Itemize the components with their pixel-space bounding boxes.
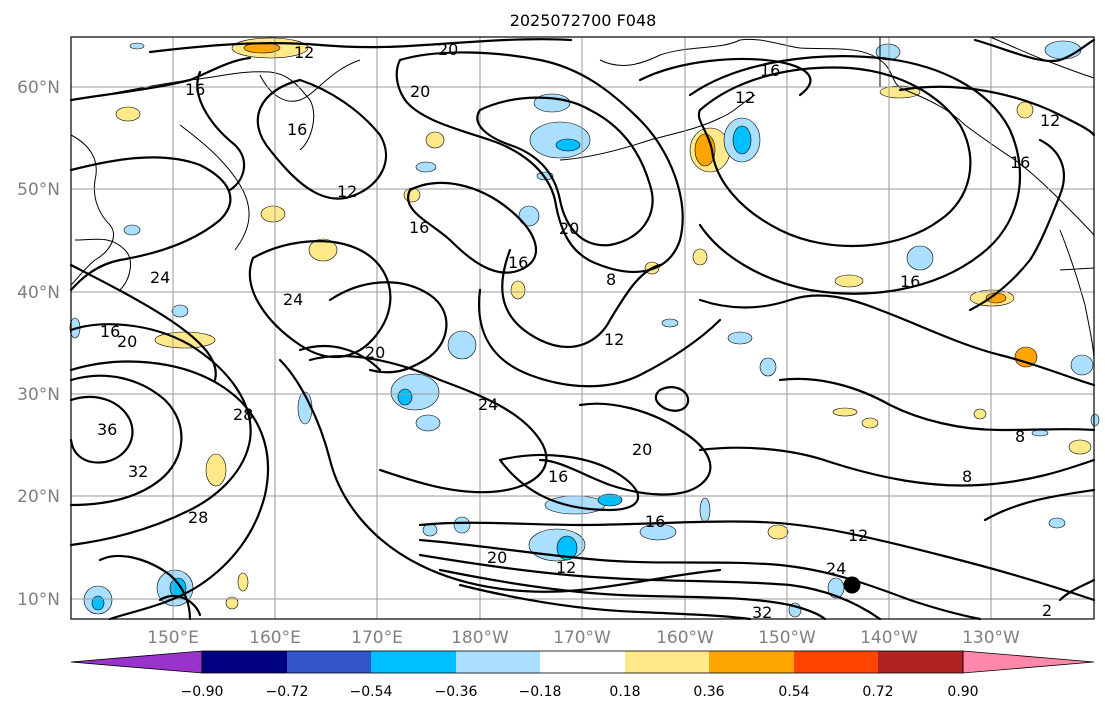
contour-label: 20 [410, 82, 430, 101]
colorbar-tick: −0.54 [350, 684, 393, 700]
colorbar-tick: 0.18 [609, 684, 640, 700]
contour-label: 8 [1015, 427, 1025, 446]
colorbar-bin [456, 651, 540, 673]
lon-label: 180°W [451, 628, 509, 648]
contour-label: 20 [117, 332, 137, 351]
lon-label: 160°E [249, 628, 301, 648]
contour-label: 32 [752, 603, 772, 622]
contour-label: 12 [556, 558, 576, 577]
contour-label: 28 [188, 508, 208, 527]
contour-label: 24 [150, 268, 170, 287]
contour-label: 16 [287, 120, 307, 139]
colorbar-bin [202, 651, 287, 673]
colorbar-bin [794, 651, 878, 673]
contour-label: 20 [487, 548, 507, 567]
lon-label: 130°W [962, 628, 1020, 648]
contour-label: 2 [1042, 601, 1052, 620]
contour-label: 16 [900, 272, 920, 291]
colorbar-bin [625, 651, 709, 673]
lon-label: 170°W [553, 628, 611, 648]
colorbar-bin [287, 651, 371, 673]
map-frame [70, 36, 1095, 620]
map-panel: 12 16 20 16 16 12 12 16 20 12 16 20 8 16… [69, 36, 1100, 622]
contour-label: 20 [365, 343, 385, 362]
contour-label: 16 [760, 61, 780, 80]
colorbar-tick-labels: −0.90 −0.72 −0.54 −0.36 −0.18 0.18 0.36 … [181, 684, 979, 700]
lat-label: 40°N [17, 283, 60, 303]
contour-label: 16 [100, 322, 120, 341]
contour-label: 24 [478, 395, 498, 414]
contour-label: 12 [735, 88, 755, 107]
lat-label: 30°N [17, 385, 60, 405]
contour-label: 36 [97, 420, 117, 439]
lat-label: 50°N [17, 180, 60, 200]
colorbar-bin [540, 651, 625, 673]
longitude-labels: 150°E 160°E 170°E 180°W 170°W 160°W 150°… [147, 628, 1020, 648]
lat-label: 10°N [17, 590, 60, 610]
contour-label: 8 [962, 467, 972, 486]
colorbar-bin [878, 651, 963, 673]
latitude-labels: 60°N 50°N 40°N 30°N 20°N 10°N [17, 78, 60, 610]
colorbar-tick: −0.72 [266, 684, 309, 700]
contour-label: 16 [409, 218, 429, 237]
contour-label: 32 [128, 462, 148, 481]
contour-label: 20 [438, 40, 458, 59]
colorbar-tick: 0.72 [862, 684, 893, 700]
contour-label: 16 [185, 80, 205, 99]
contour-label: 12 [337, 182, 357, 201]
contour-lines [69, 38, 1096, 621]
colorbar-tick: −0.18 [519, 684, 562, 700]
lon-label: 160°W [656, 628, 714, 648]
contour-label: 20 [559, 219, 579, 238]
contour-label: 12 [604, 330, 624, 349]
lon-label: 150°W [758, 628, 816, 648]
lat-label: 60°N [17, 78, 60, 98]
contour-label: 12 [294, 43, 314, 62]
lon-label: 170°E [351, 628, 403, 648]
lat-label: 20°N [17, 487, 60, 507]
colorbar-tick: 0.54 [778, 684, 809, 700]
contour-label: 24 [826, 559, 846, 578]
colorbar-extend-max [962, 650, 1095, 674]
typhoon-position-dot [843, 576, 861, 594]
contour-label: 8 [606, 270, 616, 289]
colorbar-tick: 0.36 [693, 684, 724, 700]
colorbar-bin [709, 651, 794, 673]
map-title: 2025072700 F048 [510, 11, 657, 30]
lon-label: 140°W [860, 628, 918, 648]
colorbar: −0.90 −0.72 −0.54 −0.36 −0.18 0.18 0.36 … [70, 650, 1095, 700]
contour-label: 28 [233, 405, 253, 424]
contour-labels: 12 16 20 16 16 12 12 16 20 12 16 20 8 16… [97, 40, 1060, 622]
colorbar-bin [371, 651, 456, 673]
contour-label: 16 [1010, 153, 1030, 172]
colorbar-tick: 0.90 [947, 684, 978, 700]
contour-label: 16 [645, 512, 665, 531]
contour-label: 16 [508, 253, 528, 272]
contour-label: 12 [1040, 111, 1060, 130]
contour-label: 24 [283, 290, 303, 309]
colorbar-extend-min [70, 650, 203, 674]
colorbar-tick: −0.90 [181, 684, 224, 700]
lon-label: 150°E [147, 628, 199, 648]
colorbar-tick: −0.36 [435, 684, 478, 700]
contour-label: 12 [848, 526, 868, 545]
contour-label: 20 [632, 440, 652, 459]
contour-label: 16 [548, 467, 568, 486]
